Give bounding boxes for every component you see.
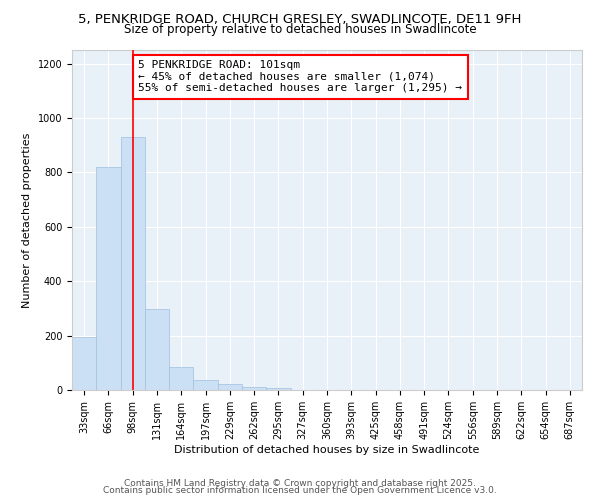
Text: Contains HM Land Registry data © Crown copyright and database right 2025.: Contains HM Land Registry data © Crown c… bbox=[124, 478, 476, 488]
Bar bbox=[96, 167, 121, 390]
Bar bbox=[242, 386, 266, 390]
Bar bbox=[169, 367, 193, 390]
Text: Contains public sector information licensed under the Open Government Licence v3: Contains public sector information licen… bbox=[103, 486, 497, 495]
Bar bbox=[193, 380, 218, 390]
Bar bbox=[72, 337, 96, 390]
Y-axis label: Number of detached properties: Number of detached properties bbox=[22, 132, 32, 308]
Bar bbox=[145, 309, 169, 390]
X-axis label: Distribution of detached houses by size in Swadlincote: Distribution of detached houses by size … bbox=[175, 444, 479, 454]
Bar bbox=[266, 388, 290, 390]
Text: 5 PENKRIDGE ROAD: 101sqm
← 45% of detached houses are smaller (1,074)
55% of sem: 5 PENKRIDGE ROAD: 101sqm ← 45% of detach… bbox=[139, 60, 463, 94]
Bar bbox=[121, 137, 145, 390]
Text: 5, PENKRIDGE ROAD, CHURCH GRESLEY, SWADLINCOTE, DE11 9FH: 5, PENKRIDGE ROAD, CHURCH GRESLEY, SWADL… bbox=[79, 12, 521, 26]
Text: Size of property relative to detached houses in Swadlincote: Size of property relative to detached ho… bbox=[124, 22, 476, 36]
Bar bbox=[218, 384, 242, 390]
